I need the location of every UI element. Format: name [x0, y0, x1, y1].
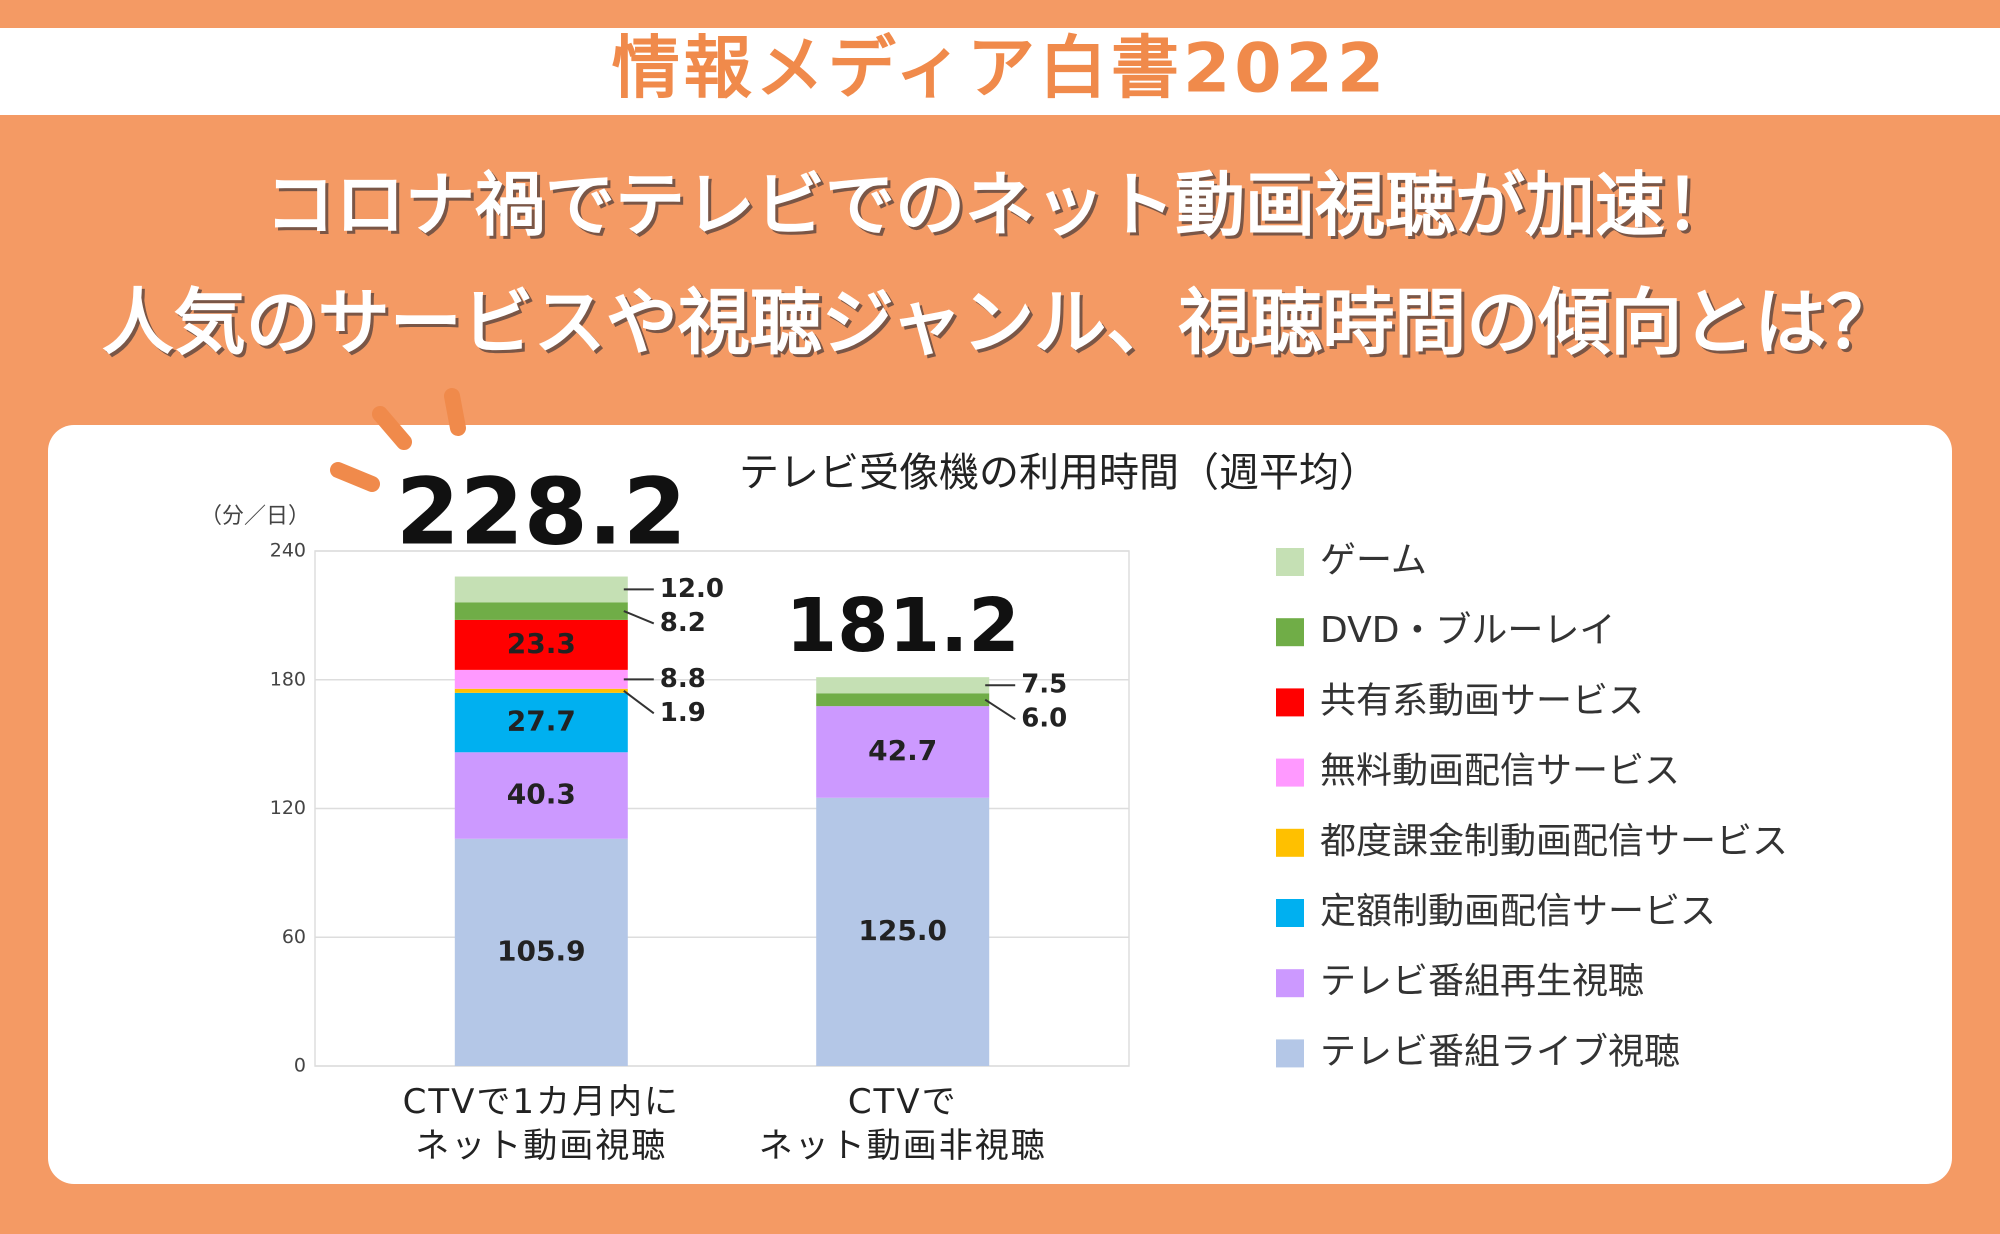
value-label: 8.8	[660, 664, 706, 694]
legend-swatch	[1276, 618, 1304, 647]
value-label: 27.7	[507, 705, 576, 738]
page-title: 情報メディア白書2022	[612, 30, 1389, 109]
value-label: 125.0	[858, 914, 947, 947]
value-label: 12.0	[660, 574, 724, 604]
value-label: 23.3	[507, 627, 576, 660]
legend-label: ゲーム	[1320, 540, 1427, 581]
legend-swatch	[1276, 688, 1304, 717]
legend-swatch	[1276, 1039, 1304, 1068]
bar-segment	[816, 677, 990, 694]
bar-segment	[454, 688, 628, 693]
bar-segment	[454, 692, 628, 753]
legend-label: テレビ番組再生視聴	[1320, 961, 1644, 1002]
value-label: 1.9	[660, 698, 706, 728]
x-tick-label: CTVで ネット動画非視聴	[758, 1082, 1047, 1166]
x-tick-label: CTVで1カ月内に ネット動画視聴	[402, 1082, 680, 1166]
value-label: 42.7	[868, 734, 937, 767]
value-label: 6.0	[1021, 704, 1067, 734]
legend-swatch	[1276, 969, 1304, 998]
value-label: 7.5	[1021, 670, 1067, 700]
headline-line: コロナ禍でテレビでのネット動画視聴が加速！	[265, 164, 1735, 246]
bar-segment	[816, 693, 990, 707]
y-tick-label: 180	[270, 668, 306, 690]
title-strip	[0, 28, 2000, 115]
decoration	[330, 388, 466, 492]
y-tick-label: 0	[294, 1055, 306, 1077]
legend-label: 共有系動画サービス	[1320, 680, 1644, 721]
value-label: 8.2	[660, 608, 706, 638]
total-label: 181.2	[786, 583, 1020, 669]
bar-segment	[454, 838, 628, 1066]
legend-label: 定額制動画配信サービス	[1320, 891, 1716, 932]
legend-swatch	[1276, 828, 1304, 857]
leader-line	[623, 690, 655, 715]
bar-segment	[816, 706, 990, 798]
value-label: 105.9	[497, 934, 586, 967]
y-unit: （分／日）	[200, 504, 310, 529]
headline-line: 人気のサービスや視聴ジャンル、視聴時間の傾向とは？	[102, 281, 1898, 365]
leader-line	[984, 698, 1016, 721]
legend-label: テレビ番組ライブ視聴	[1320, 1031, 1680, 1072]
legend-swatch	[1276, 899, 1304, 927]
headline: コロナ禍でテレビでのネット動画視聴が加速！ 人気のサービスや視聴ジャンル、視聴時…	[102, 164, 1898, 365]
y-tick-label: 120	[270, 797, 306, 819]
legend-label: 無料動画配信サービス	[1320, 751, 1680, 792]
legend-swatch	[1276, 758, 1304, 787]
value-label: 40.3	[507, 778, 576, 811]
total-label: 228.2	[396, 459, 687, 566]
bar-segment	[454, 576, 628, 603]
legend-label: 都度課金制動画配信サービス	[1320, 821, 1788, 862]
legend-label: DVD・ブルーレイ	[1320, 610, 1615, 651]
y-tick-label: 240	[270, 540, 306, 562]
chart-title: テレビ受像機の利用時間（週平均）	[739, 450, 1379, 496]
bar-segment	[454, 602, 628, 620]
bar-segment	[454, 752, 628, 839]
legend-swatch	[1276, 548, 1304, 576]
bar-segment	[816, 797, 990, 1066]
leader-line	[623, 610, 655, 625]
y-tick-label: 60	[282, 926, 306, 948]
bar-segment	[454, 669, 628, 689]
bar-segment	[454, 619, 628, 670]
